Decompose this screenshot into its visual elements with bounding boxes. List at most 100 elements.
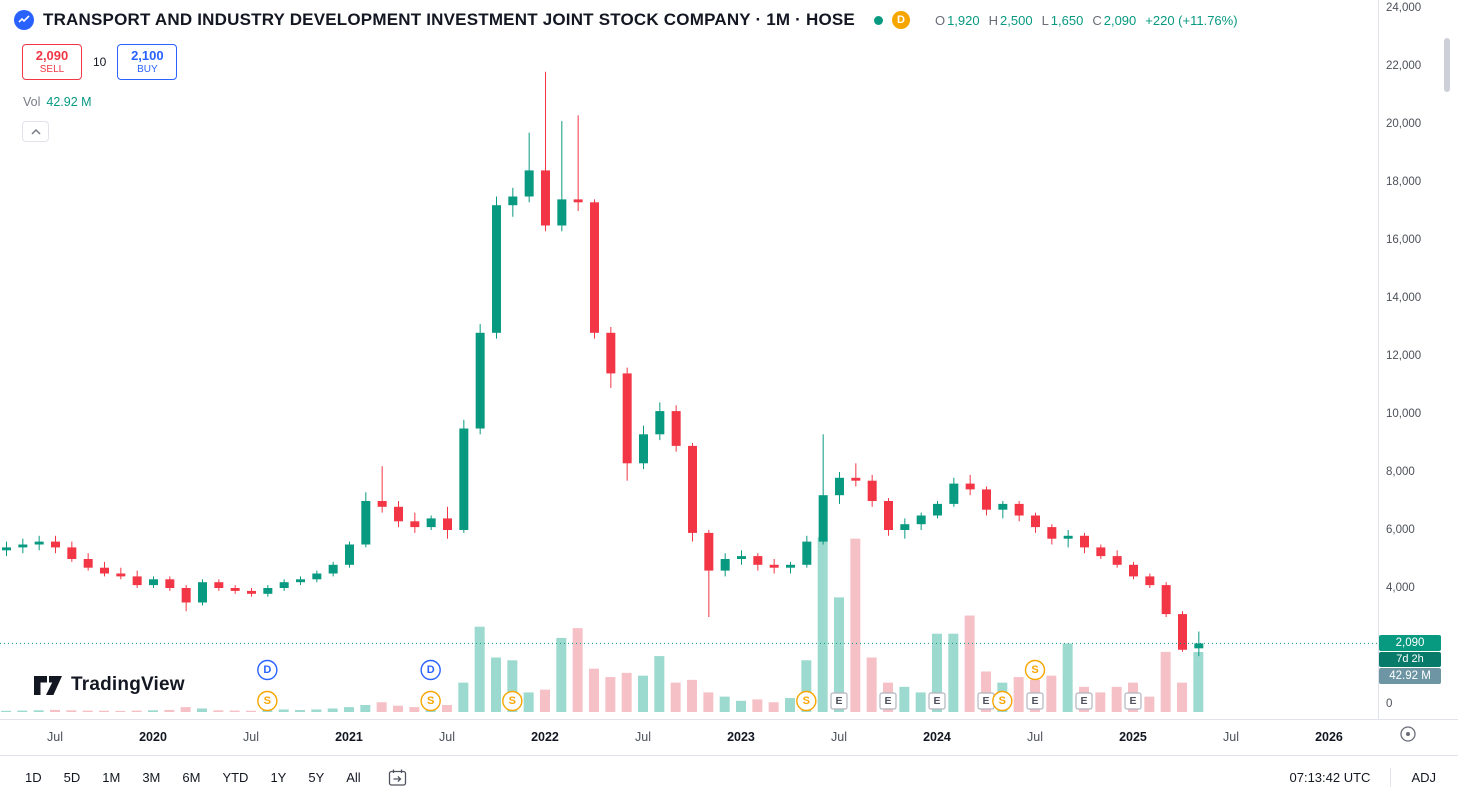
candle-body [377, 501, 387, 507]
candle-body [638, 434, 648, 464]
volume-bar [278, 709, 289, 712]
volume-bar [294, 710, 305, 712]
earnings-marker[interactable] [1124, 692, 1142, 710]
scrollbar-thumb[interactable] [1444, 38, 1450, 92]
dividend-marker[interactable] [257, 659, 278, 681]
range-buttons: 1D 5D 1M 3M 6M YTD 1Y 5Y All [16, 765, 370, 790]
candle-body [100, 567, 110, 574]
candle-body [214, 582, 224, 588]
split-marker[interactable] [257, 690, 278, 712]
open-value: 1,920 [947, 12, 980, 28]
time-tick-label: Jul [47, 730, 63, 744]
candle-body [867, 480, 877, 501]
volume-bar [931, 633, 942, 712]
buy-button[interactable]: 2,100 BUY [117, 44, 178, 80]
volume-bar [654, 656, 665, 712]
volume-bar [1160, 651, 1171, 712]
split-marker[interactable] [796, 690, 817, 712]
collapse-legend-button[interactable] [22, 121, 49, 142]
data-delay-badge[interactable]: D [891, 11, 910, 29]
candle-body [442, 518, 452, 530]
volume-bar [1193, 652, 1204, 712]
candle-body [18, 544, 28, 548]
tradingview-logo[interactable]: TradingView [33, 671, 185, 699]
candle-body [524, 170, 534, 197]
candle-body [246, 590, 256, 594]
dividend-marker[interactable] [420, 659, 441, 681]
candle-body [34, 541, 44, 545]
adjust-toggle[interactable]: ADJ [1405, 769, 1442, 786]
candle-body [2, 547, 12, 551]
split-marker[interactable] [502, 690, 523, 712]
range-button-1y[interactable]: 1Y [261, 765, 295, 790]
candle-body [67, 547, 77, 559]
range-button-1d[interactable]: 1D [16, 765, 51, 790]
volume-value: 42.92 M [46, 95, 92, 109]
candle-body [312, 573, 322, 580]
volume-bar [1062, 643, 1073, 712]
spread-value: 10 [93, 55, 107, 69]
earnings-marker-letter: E [982, 695, 989, 707]
chevron-up-icon [30, 128, 41, 135]
candle-body [1047, 527, 1057, 539]
range-button-3m[interactable]: 3M [133, 765, 169, 790]
range-button-1m[interactable]: 1M [93, 765, 129, 790]
time-tick-label: 2023 [727, 730, 755, 744]
earnings-marker[interactable] [830, 692, 848, 710]
candle-body [916, 515, 926, 525]
time-tick-label: Jul [635, 730, 651, 744]
candle-body [606, 332, 616, 374]
volume-bar [490, 657, 501, 712]
time-tick-label: 2021 [335, 730, 363, 744]
candle-body [475, 332, 485, 429]
open-label: O [934, 12, 946, 28]
earnings-marker-letter: E [933, 695, 940, 707]
volume-bar [588, 668, 599, 712]
candle-body [704, 532, 714, 571]
time-tick-label: 2020 [139, 730, 167, 744]
candle-body [361, 501, 371, 545]
target-icon[interactable] [1396, 722, 1420, 746]
candle-body [949, 483, 959, 504]
go-to-date-icon[interactable] [384, 764, 411, 791]
close-label: C [1092, 12, 1102, 28]
sell-button[interactable]: 2,090 SELL [22, 44, 82, 80]
price-tick-label: 4,000 [1386, 582, 1415, 594]
range-button-5d[interactable]: 5D [55, 765, 90, 790]
candle-body [589, 202, 599, 333]
volume-bar [164, 709, 175, 712]
buy-price: 2,100 [131, 47, 164, 63]
candle-body [508, 196, 518, 206]
split-marker[interactable] [1024, 659, 1046, 681]
candle-body [736, 556, 746, 559]
earnings-marker[interactable] [1026, 692, 1044, 710]
range-button-5y[interactable]: 5Y [299, 765, 333, 790]
volume-bar [507, 660, 518, 712]
volume-bar [1144, 696, 1155, 712]
timezone-clock[interactable]: 07:13:42 UTC [1284, 769, 1377, 786]
earnings-marker[interactable] [1075, 692, 1093, 710]
symbol-title[interactable]: TRANSPORT AND INDUSTRY DEVELOPMENT INVES… [43, 10, 855, 29]
sell-price: 2,090 [35, 47, 69, 63]
volume-bar [523, 692, 534, 712]
candle-body [834, 477, 844, 496]
volume-bar [196, 708, 207, 712]
candle-body [671, 411, 681, 446]
range-button-ytd[interactable]: YTD [213, 765, 257, 790]
split-marker[interactable] [420, 690, 441, 712]
candle-body [1079, 535, 1089, 548]
range-button-6m[interactable]: 6M [173, 765, 209, 790]
candle-body [720, 559, 730, 571]
volume-bar [441, 705, 452, 712]
volume-bar [948, 633, 959, 712]
volume-bar [768, 702, 779, 712]
split-marker[interactable] [992, 690, 1013, 712]
range-button-all[interactable]: All [337, 765, 369, 790]
earnings-marker[interactable] [928, 692, 946, 710]
toolbar-divider [1390, 767, 1392, 787]
volume-bar [850, 538, 861, 712]
candle-body [802, 541, 812, 565]
earnings-marker[interactable] [879, 692, 897, 710]
candle-body [393, 506, 403, 522]
candle-body [655, 411, 665, 435]
